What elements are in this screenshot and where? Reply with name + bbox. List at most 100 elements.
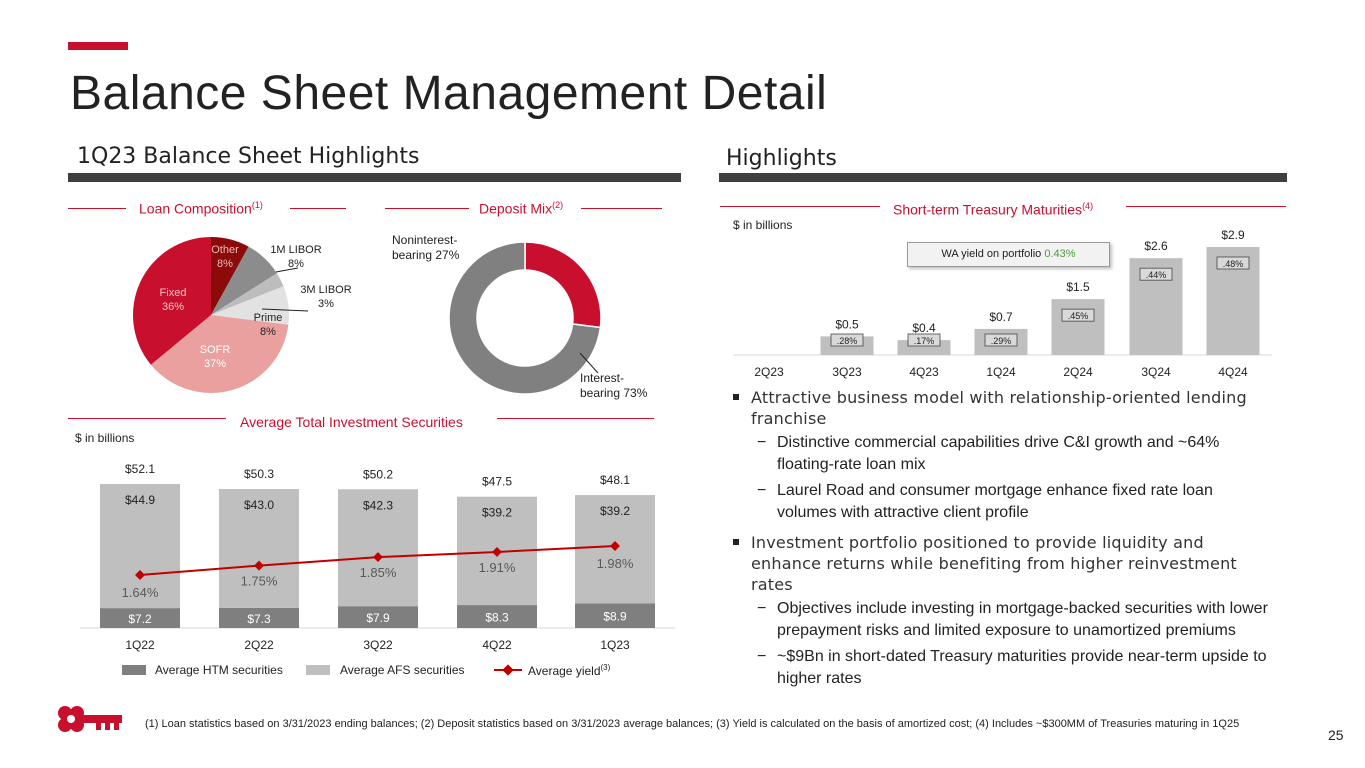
sub-bullet-text: Distinctive commercial capabilities driv… — [777, 434, 1220, 473]
investment-tick-3Q22: 3Q22 — [363, 638, 393, 652]
afs-bar-4Q22 — [457, 496, 537, 606]
treasury-yield-3Q24: .44% — [1146, 270, 1167, 280]
loan-slice-sofr — [150, 315, 289, 394]
deposit-slice-interest — [448, 241, 602, 395]
loan-composition-label: Loan Composition — [139, 200, 252, 217]
treasury-value-3Q23: $0.5 — [835, 317, 859, 331]
legend-afs-swatch — [306, 665, 330, 675]
libor1-label: 1M LIBOR — [270, 244, 321, 256]
treasury-value-4Q23: $0.4 — [912, 321, 936, 335]
fixed-label: Fixed — [160, 287, 187, 299]
legend-yield-swatch — [494, 664, 522, 676]
treasury-yield-box-4Q24 — [1216, 256, 1250, 270]
legend-htm-label: Average HTM securities — [155, 663, 283, 677]
treasury-yield-box-1Q24 — [984, 333, 1018, 347]
dash-icon: − — [757, 434, 767, 451]
deposit-rule-right — [581, 208, 662, 209]
treasury-value-4Q24: $2.9 — [1221, 228, 1245, 242]
yield-marker-1Q23 — [610, 541, 620, 551]
right-section-rule — [719, 173, 1287, 182]
htm-bar-4Q22 — [457, 605, 537, 628]
interest-label-2: bearing 73% — [580, 386, 648, 400]
loan-slice-prime — [211, 286, 289, 325]
investment-tick-1Q23: 1Q23 — [600, 638, 630, 652]
page-number: 25 — [1328, 727, 1344, 743]
treasury-bar-4Q24 — [1206, 247, 1260, 355]
sofr-pct: 37% — [204, 358, 226, 370]
deposit-mix-note: (2) — [552, 200, 564, 210]
libor1-leader-line — [261, 308, 309, 312]
footnote: (1) Loan statistics based on 3/31/2023 e… — [145, 718, 1240, 730]
investment-unit: $ in billions — [75, 431, 135, 445]
treasury-value-3Q24: $2.6 — [1144, 239, 1168, 253]
key-logo-icon — [58, 706, 122, 732]
libor1-pct: 8% — [288, 258, 304, 270]
libor3-pct: 3% — [318, 298, 334, 310]
loan-rule-left — [68, 208, 126, 209]
treasury-rule-left — [720, 206, 880, 207]
total-value-3Q22: $50.2 — [363, 467, 393, 481]
htm-bar-1Q22 — [100, 608, 180, 628]
treasury-yield-box-2Q24 — [1061, 308, 1095, 322]
interest-leader-line — [579, 352, 599, 374]
investment-tick-1Q22: 1Q22 — [125, 638, 155, 652]
wa-yield-value: 0.43% — [1044, 248, 1076, 260]
treasury-title: Short-term Treasury Maturities(4) — [893, 201, 1093, 218]
treasury-value-2Q24: $1.5 — [1066, 280, 1090, 294]
treasury-yield-1Q24: .29% — [991, 336, 1012, 346]
libor3-label: 3M LIBOR — [300, 284, 351, 296]
treasury-bar-3Q23 — [820, 336, 874, 355]
htm-value-1Q23: $8.9 — [603, 610, 627, 624]
treasury-value-1Q24: $0.7 — [989, 310, 1013, 324]
treasury-yield-3Q23: .28% — [837, 336, 858, 346]
sub-bullet-2-2: − ~$9Bn in short-dated Treasury maturitie… — [733, 646, 1268, 690]
treasury-yield-box-3Q24 — [1139, 267, 1173, 281]
sub-bullet-text: Laurel Road and consumer mortgage enhanc… — [777, 482, 1213, 521]
investment-tick-2Q22: 2Q22 — [244, 638, 274, 652]
afs-value-1Q22: $44.9 — [125, 493, 155, 507]
other-label: Other — [211, 244, 239, 256]
sub-bullet-text: ~$9Bn in short-dated Treasury maturities… — [777, 648, 1267, 687]
treasury-tick-3Q24: 3Q24 — [1141, 365, 1171, 379]
deposit-rule-left — [385, 208, 469, 209]
loan-rule-right — [290, 208, 346, 209]
treasury-unit: $ in billions — [733, 218, 793, 232]
htm-value-4Q22: $8.3 — [485, 611, 509, 625]
afs-bar-1Q22 — [100, 484, 180, 609]
bullet-1: Attractive business model with relations… — [733, 387, 1268, 429]
treasury-bar-3Q24 — [1129, 258, 1183, 355]
legend-afs-label: Average AFS securities — [340, 663, 465, 677]
total-value-1Q23: $48.1 — [600, 473, 630, 487]
highlights-bullets: Attractive business model with relations… — [733, 387, 1268, 694]
left-section-title: 1Q23 Balance Sheet Highlights — [77, 144, 420, 169]
investment-tick-4Q22: 4Q22 — [482, 638, 512, 652]
legend-yield-text: Average yield — [528, 664, 601, 678]
legend-yield-note: (3) — [600, 663, 611, 672]
afs-value-3Q22: $42.3 — [363, 498, 393, 512]
investment-rule-right — [497, 418, 654, 419]
loan-composition-title: Loan Composition(1) — [139, 200, 263, 217]
htm-bar-2Q22 — [219, 607, 299, 628]
treasury-yield-box-3Q23 — [830, 333, 864, 347]
sub-bullet-1-1: − Distinctive commercial capabilities dri… — [733, 432, 1268, 476]
loan-slice-1m-libor — [211, 246, 277, 315]
afs-value-1Q23: $39.2 — [600, 504, 630, 518]
loan-slice-other — [211, 237, 249, 315]
treasury-tick-3Q23: 3Q23 — [832, 365, 862, 379]
afs-value-2Q22: $43.0 — [244, 498, 274, 512]
treasury-bar-4Q23 — [897, 340, 951, 355]
total-value-4Q22: $47.5 — [482, 475, 512, 489]
total-value-2Q22: $50.3 — [244, 467, 274, 481]
deposit-mix-label: Deposit Mix — [479, 200, 553, 217]
prime-label: Prime — [254, 312, 283, 324]
yield-line — [139, 545, 616, 576]
wa-yield-label: WA yield on portfolio — [941, 248, 1042, 260]
yield-marker-4Q22 — [492, 547, 502, 557]
legend-htm-swatch — [122, 665, 146, 675]
other-pct: 8% — [217, 258, 233, 270]
noninterest-label-2: bearing 27% — [392, 248, 460, 262]
afs-value-4Q22: $39.2 — [482, 506, 512, 520]
yield-marker-1Q22 — [135, 570, 145, 580]
right-section-title: Highlights — [726, 146, 837, 171]
dash-icon: − — [757, 482, 767, 499]
